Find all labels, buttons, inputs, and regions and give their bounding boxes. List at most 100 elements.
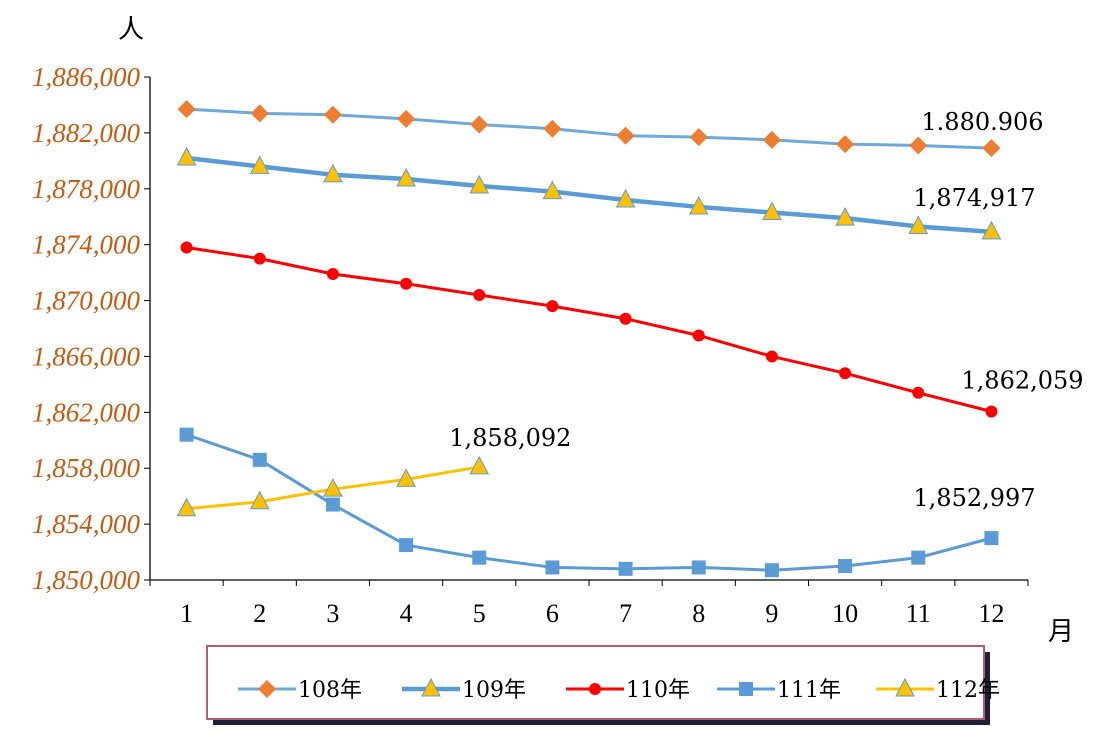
data-point <box>469 174 490 194</box>
legend-label: 112年 <box>936 678 1000 703</box>
y-tick-label: 1,850,000 <box>32 565 141 595</box>
data-point <box>765 350 778 363</box>
legend-box <box>206 645 985 720</box>
series-line <box>186 245 992 413</box>
x-tick-label: 10 <box>832 599 858 628</box>
legend-marker <box>421 677 441 697</box>
legend-item: 112年 <box>876 677 1000 703</box>
data-point <box>396 167 416 187</box>
data-point <box>984 531 999 546</box>
data-point <box>838 559 853 574</box>
data-point <box>982 139 1001 158</box>
data-point <box>691 560 706 575</box>
series-110年 <box>180 241 998 418</box>
data-point <box>323 163 343 183</box>
series-109年 <box>176 146 1002 240</box>
data-point <box>616 126 635 145</box>
data-point <box>836 135 855 154</box>
x-tick-label: 8 <box>692 599 705 628</box>
series-line <box>186 155 992 235</box>
x-tick-label: 6 <box>546 599 559 628</box>
data-point <box>176 146 197 166</box>
x-tick-label: 2 <box>253 599 266 628</box>
data-point <box>397 109 416 128</box>
legend-marker <box>258 680 276 698</box>
data-point <box>985 405 998 418</box>
series-108年 <box>177 100 1001 158</box>
data-point <box>323 105 342 124</box>
data-point <box>762 130 781 149</box>
data-point <box>400 277 413 290</box>
data-point <box>470 115 489 134</box>
data-point <box>619 312 632 325</box>
x-tick-label: 12 <box>978 599 1004 628</box>
data-point <box>177 100 196 119</box>
data-label: 1,862,059 <box>961 367 1083 395</box>
data-point <box>689 128 708 147</box>
y-tick-label: 1,874,000 <box>32 230 141 260</box>
data-label: 1,874,917 <box>913 184 1035 212</box>
data-labels: 1.880.906 1,874,917 1,862,059 1,852,997 1,85… <box>449 108 1083 512</box>
series-line <box>186 107 992 150</box>
data-label: 1,858,092 <box>449 424 571 452</box>
y-tick-label: 1,854,000 <box>32 509 141 539</box>
y-tick-label: 1,878,000 <box>32 174 141 204</box>
data-point <box>399 538 414 553</box>
x-tick-label: 7 <box>619 599 632 628</box>
y-tick-label: 1,862,000 <box>32 397 141 427</box>
data-point <box>545 560 560 575</box>
data-point <box>323 478 343 497</box>
x-tick-label: 11 <box>906 599 931 628</box>
y-tick-label: 1,866,000 <box>32 341 141 371</box>
data-point <box>909 136 928 155</box>
data-point <box>688 195 709 215</box>
legend-item: 108年 <box>238 678 362 703</box>
data-point <box>253 252 266 265</box>
axes: 1,850,000 1,854,000 1,858,000 1,862,000 1,86… <box>32 62 1029 628</box>
x-tick-label: 4 <box>400 599 413 628</box>
x-tick-label: 5 <box>473 599 486 628</box>
series-line <box>186 433 992 572</box>
data-point <box>912 386 925 399</box>
y-axis-unit: 人 <box>118 15 144 45</box>
data-point <box>179 427 194 442</box>
data-point <box>249 155 270 174</box>
data-point <box>252 452 267 467</box>
y-tick-label: 1,858,000 <box>32 453 141 483</box>
legend-item: 110年 <box>566 678 690 703</box>
legend-label: 110年 <box>626 678 690 703</box>
data-label: 1,852,997 <box>913 484 1035 512</box>
data-point <box>543 119 562 138</box>
x-axis-unit: 月 <box>1048 617 1074 647</box>
data-point <box>618 561 633 576</box>
y-tick-label: 1,882,000 <box>32 118 141 148</box>
legend-marker <box>589 683 601 695</box>
data-label: 1.880.906 <box>921 108 1043 136</box>
x-tick-label: 3 <box>326 599 339 628</box>
data-point <box>615 188 636 208</box>
data-point <box>762 201 782 221</box>
legend-item: 111年 <box>717 678 841 703</box>
data-point <box>835 207 855 226</box>
data-point <box>473 288 486 301</box>
data-point <box>469 455 490 475</box>
legend-label: 108年 <box>298 678 362 703</box>
legend-label: 111年 <box>777 678 841 703</box>
data-point <box>326 268 339 281</box>
series-112年 <box>176 455 490 517</box>
legend-items: 108年 109年 110年 111年 112年 <box>238 677 1000 703</box>
data-point <box>542 180 563 200</box>
data-point <box>764 563 779 578</box>
data-point <box>396 468 416 487</box>
x-tick-label: 1 <box>180 599 193 628</box>
legend-label: 109年 <box>462 678 526 703</box>
data-point <box>472 550 487 565</box>
data-point <box>249 490 270 510</box>
legend-item: 109年 <box>402 677 526 703</box>
legend-marker <box>739 682 753 696</box>
data-point <box>908 215 929 235</box>
data-point <box>692 329 705 342</box>
data-point <box>250 104 269 123</box>
y-tick-label: 1,870,000 <box>32 286 141 316</box>
